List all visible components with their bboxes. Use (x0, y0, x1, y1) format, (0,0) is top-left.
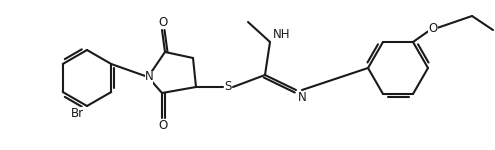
Text: Br: Br (71, 107, 84, 120)
Text: N: N (145, 70, 153, 84)
Text: N: N (298, 91, 307, 104)
Text: NH: NH (273, 28, 291, 41)
Text: O: O (158, 119, 168, 132)
Text: S: S (224, 81, 232, 93)
Text: O: O (428, 21, 438, 34)
Text: O: O (158, 16, 168, 29)
